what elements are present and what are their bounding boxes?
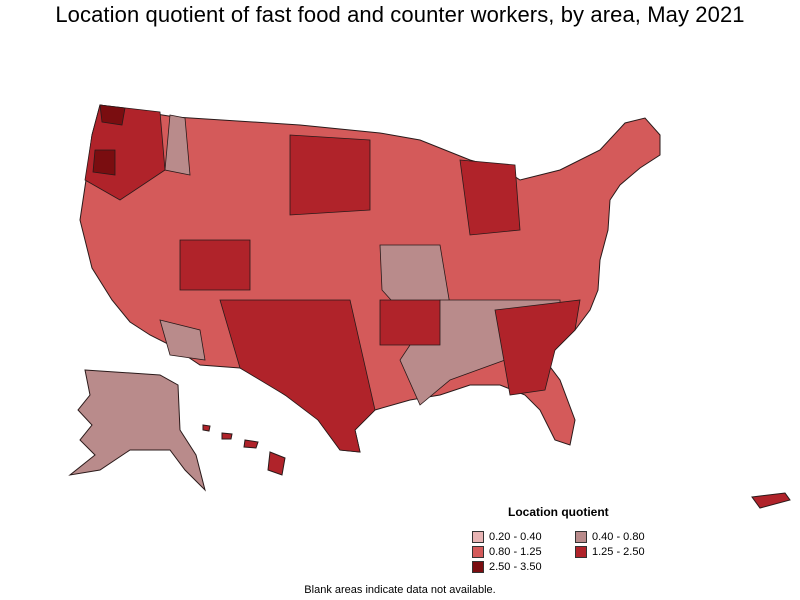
high-lq-area-great-lakes [459,159,521,236]
low-lq-area-arizona [159,319,206,361]
legend-swatch [575,531,587,543]
legend-item-0-20-0-40: 0.20 - 0.40 [472,531,542,543]
hawaii-islands [202,424,286,476]
low-lq-area-idaho [164,114,191,176]
high-lq-area-arkansas-oklahoma [379,299,441,346]
legend-item-0-40-0-80: 0.40 - 0.80 [575,531,645,543]
very-high-lq-area-oregon [92,149,116,176]
high-lq-area-utah-colorado [179,239,251,291]
hawaii-island-kauai [202,424,211,432]
legend-swatch [575,546,587,558]
legend-item-0-80-1-25: 0.80 - 1.25 [472,546,542,558]
hawaii-island-oahu [221,432,233,440]
map-title: Location quotient of fast food and count… [55,2,745,27]
legend-label: 0.80 - 1.25 [489,546,542,558]
legend-swatch [472,531,484,543]
high-lq-area-pacific-northwest [84,104,166,201]
alaska-region [68,369,206,492]
puerto-rico-region [751,492,791,509]
very-high-lq-area-washington [99,104,126,126]
hawaii-island-big [267,451,286,476]
legend-swatch [472,546,484,558]
legend-item-2-50-3-50: 2.50 - 3.50 [472,561,542,573]
legend-title: Location quotient [508,505,609,519]
high-lq-area-texas [219,299,376,453]
legend-label: 0.20 - 0.40 [489,531,542,543]
legend-label: 0.40 - 0.80 [592,531,645,543]
legend-label: 2.50 - 3.50 [489,561,542,573]
hawaii-island-maui [243,439,259,449]
legend-swatch [472,561,484,573]
high-lq-area-southeast-coast [494,299,581,396]
high-lq-area-dakotas [289,134,371,216]
legend-item-1-25-2-50: 1.25 - 2.50 [575,546,645,558]
footnote: Blank areas indicate data not available. [304,584,496,596]
legend-label: 1.25 - 2.50 [592,546,645,558]
